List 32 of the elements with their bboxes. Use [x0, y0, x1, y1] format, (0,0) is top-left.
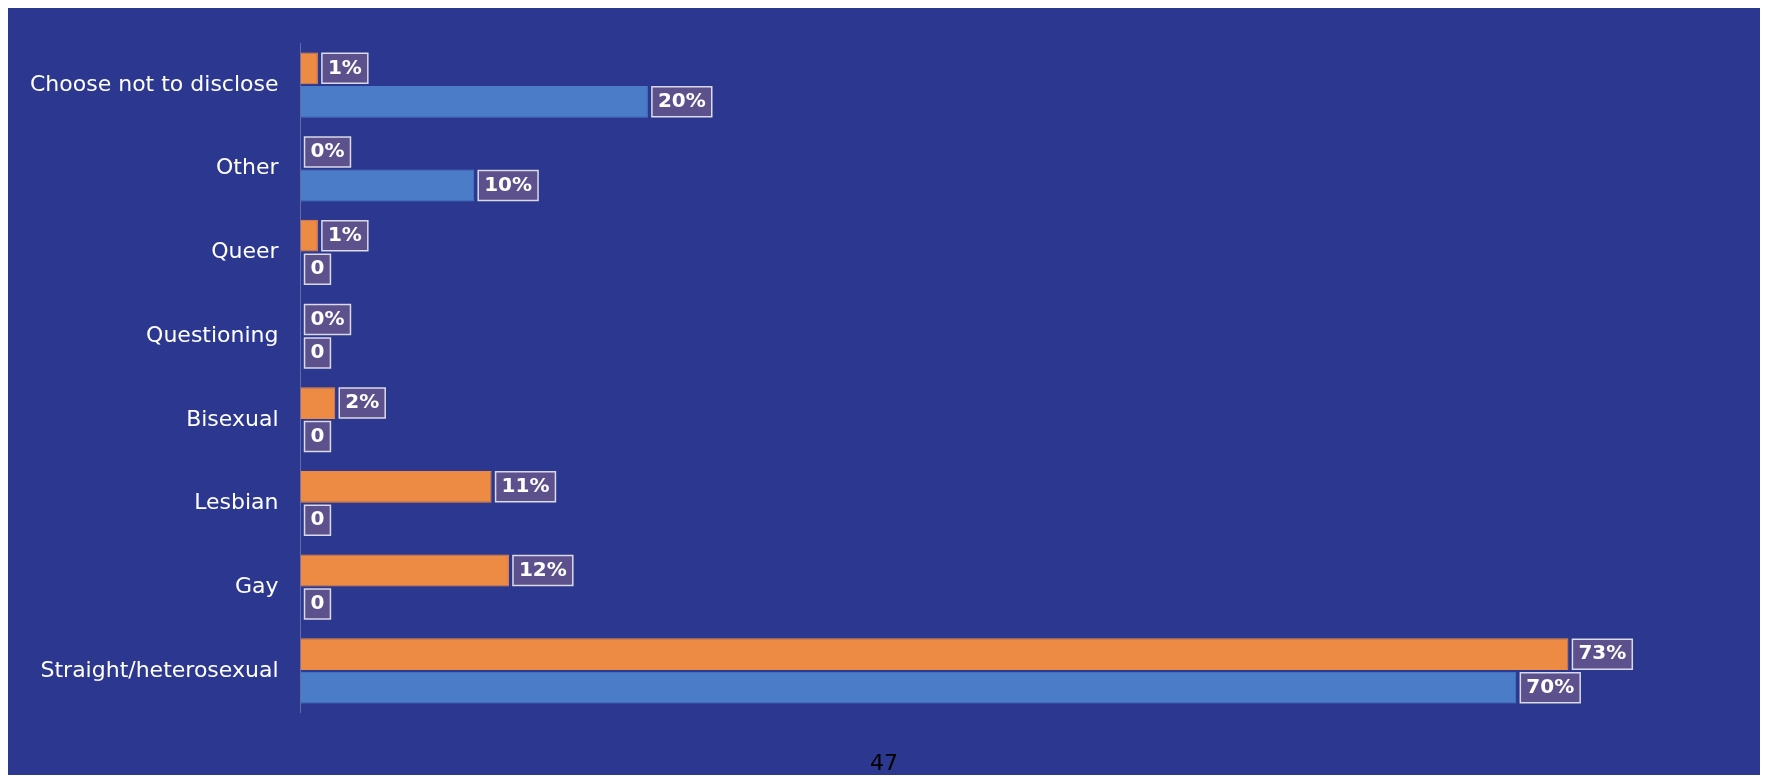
- bar: [300, 554, 509, 587]
- bar: [300, 671, 1517, 704]
- y-tick-label: Lesbian: [194, 489, 279, 515]
- data-label: 0: [310, 339, 325, 364]
- data-label: 0%: [310, 305, 345, 330]
- text: 47: [869, 750, 899, 775]
- data-label: 70%: [1526, 673, 1575, 698]
- data-label: 0%: [310, 138, 345, 163]
- y-tick-label: Choose not to disclose: [29, 70, 279, 96]
- data-label: 1%: [327, 54, 362, 79]
- y-tick-label: Other: [216, 154, 280, 180]
- data-label: 1%: [327, 221, 362, 246]
- y-tick-label: Straight/heterosexual: [40, 656, 279, 682]
- data-label: 0: [310, 506, 325, 531]
- data-label: 0: [310, 255, 325, 280]
- bar: [300, 169, 475, 202]
- data-label: 12%: [518, 556, 567, 581]
- bar: [300, 638, 1569, 671]
- data-label: 0: [310, 422, 325, 447]
- y-tick-label: Gay: [234, 572, 279, 598]
- bar: [300, 85, 648, 118]
- data-label: 73%: [1578, 640, 1627, 665]
- data-label: 20%: [657, 87, 706, 112]
- bar: [300, 470, 492, 503]
- y-tick-label: Queer: [211, 238, 280, 264]
- data-label: 2%: [345, 389, 380, 414]
- y-tick-label: Questioning: [146, 321, 279, 347]
- y-tick-label: Bisexual: [186, 405, 279, 431]
- data-label: 0: [310, 590, 325, 615]
- bar: [300, 52, 318, 85]
- data-label: 11%: [501, 473, 550, 498]
- data-label: 10%: [484, 171, 533, 196]
